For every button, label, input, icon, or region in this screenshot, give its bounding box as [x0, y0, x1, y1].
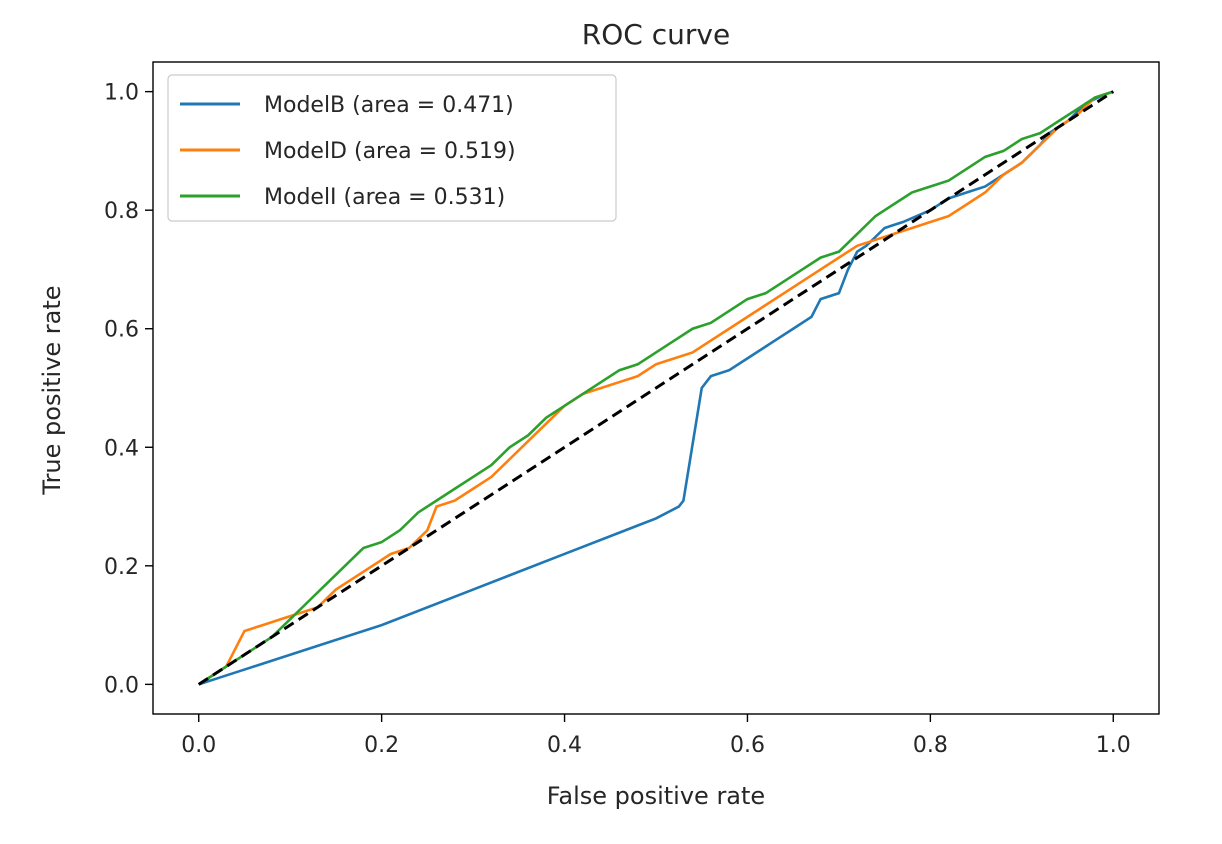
x-axis: 0.0 0.2 0.4 0.6 0.8 1.0 [181, 714, 1131, 758]
x-tick-label: 0.8 [913, 733, 948, 758]
legend-label: ModelB (area = 0.471) [264, 93, 514, 118]
y-tick-label: 0.2 [104, 555, 139, 580]
x-tick-label: 1.0 [1096, 733, 1131, 758]
legend-label: ModelD (area = 0.519) [264, 139, 516, 164]
y-axis-label: True positive rate [38, 285, 66, 495]
x-tick-label: 0.6 [730, 733, 765, 758]
legend-box [167, 74, 617, 222]
series-line-modeli [198, 90, 1114, 686]
y-tick-label: 0.0 [104, 673, 139, 698]
x-tick-label: 0.4 [547, 733, 582, 758]
chart-title: ROC curve [582, 18, 730, 51]
x-axis-label: False positive rate [547, 782, 765, 810]
legend: ModelB (area = 0.471) ModelD (area = 0.51… [167, 74, 617, 222]
series-group [197, 90, 1115, 686]
x-tick-label: 0.2 [364, 733, 399, 758]
y-tick-label: 0.4 [104, 436, 139, 461]
y-tick-label: 0.8 [104, 199, 139, 224]
x-tick-label: 0.0 [181, 733, 216, 758]
reference-diagonal-line [197, 90, 1115, 686]
y-axis: 0.0 0.2 0.4 0.6 0.8 1.0 [104, 81, 153, 698]
y-tick-label: 1.0 [104, 81, 139, 106]
y-tick-label: 0.6 [104, 318, 139, 343]
legend-label: ModelI (area = 0.531) [264, 185, 505, 210]
